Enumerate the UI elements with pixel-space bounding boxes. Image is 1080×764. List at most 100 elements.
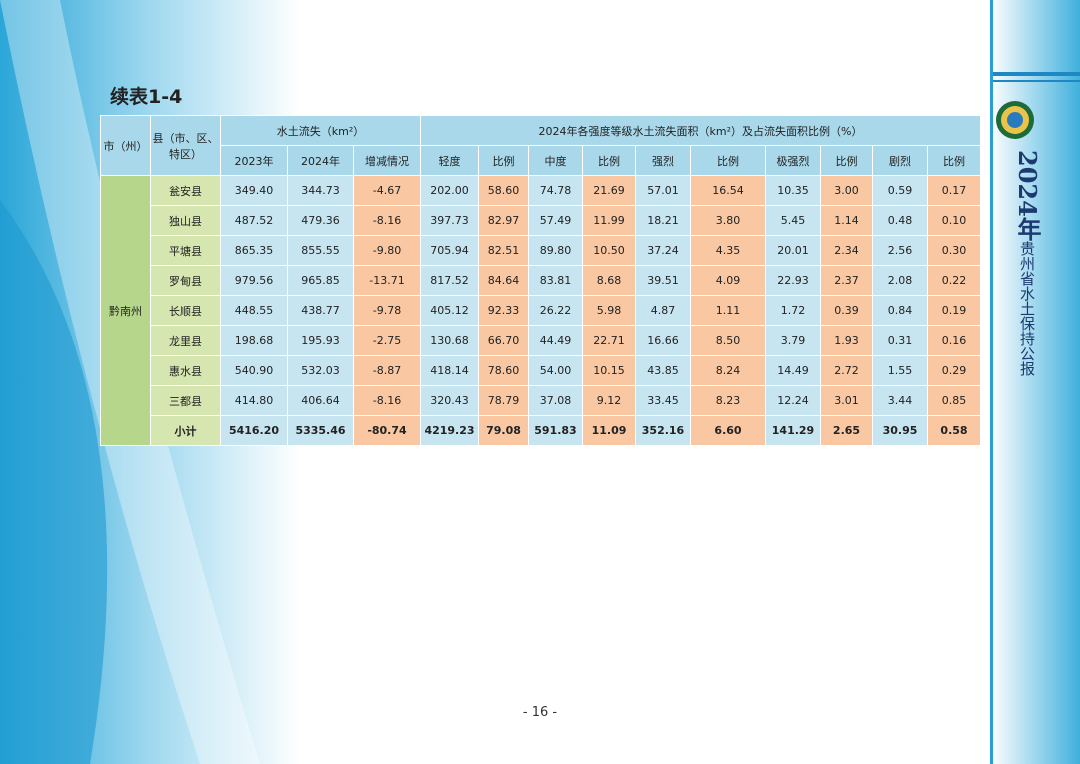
table-cell: 0.31 [872,325,928,356]
table-cell: 705.94 [420,235,479,266]
table-cell: 43.85 [635,355,691,386]
table-cell: 8.68 [582,265,636,296]
table-cell: 0.16 [927,325,981,356]
table-row: 小计 5416.20 5335.46 -80.74 4219.23 79.08 591.83… [101,415,981,446]
table-cell: 349.40 [220,175,288,206]
table-row: 2023年 2024年 增减情况 轻度 比例 中度 比例 强烈 比例 极强烈 比例 剧烈 比例 [101,145,981,176]
table-cell: 1.93 [820,325,873,356]
table-row: 平塘县 865.35 855.55 -9.80 705.94 82.51 89.80 10.5… [101,235,981,266]
table-cell: 344.73 [287,175,354,206]
table-cell: 独山县 [150,205,221,236]
table-cell: -8.87 [353,355,421,386]
table-cell: 82.51 [478,235,529,266]
table-cell: 0.58 [927,415,981,446]
table-cell: 平塘县 [150,235,221,266]
table-cell: 比例 [478,145,529,176]
table-cell: 8.24 [690,355,766,386]
table-cell: 44.49 [528,325,583,356]
table-cell: 2.34 [820,235,873,266]
table-cell: 37.24 [635,235,691,266]
table-row: 黔南州 瓮安县 349.40 344.73 -4.67 202.00 58.60 74.78 2… [100,175,981,446]
table-cell: 2.56 [872,235,928,266]
table-cell: 0.39 [820,295,873,326]
table-cell: 82.97 [478,205,529,236]
table-cell: 487.52 [220,205,288,236]
table-cell: 瓮安县 [150,175,221,206]
table-cell: 0.29 [927,355,981,386]
table-cell: 16.54 [690,175,766,206]
table-cell: 11.09 [582,415,636,446]
table-cell: -2.75 [353,325,421,356]
table-cell: 1.14 [820,205,873,236]
table-cell: 3.01 [820,385,873,416]
table-cell: 5.98 [582,295,636,326]
table-cell: 352.16 [635,415,691,446]
table-cell: 比例 [820,145,873,176]
table-cell: 2024年各强度等级水土流失面积（km²）及占流失面积比例（%） [420,115,981,146]
table-cell: 320.43 [420,385,479,416]
table-cell: 比例 [582,145,636,176]
table-cell: 83.81 [528,265,583,296]
table-cell: 0.30 [927,235,981,266]
table-cell: 479.36 [287,205,354,236]
table-cell: -9.78 [353,295,421,326]
table-cell: 66.70 [478,325,529,356]
table-cell: 三都县 [150,385,221,416]
side-banner: 2024年贵州省水土保持公报 [1010,150,1045,376]
table-cell: 黔南州 [100,175,151,446]
table-cell: 8.50 [690,325,766,356]
table-cell: 405.12 [420,295,479,326]
page-number: - 16 - [522,705,558,720]
table-cell: 增减情况 [353,145,421,176]
table-cell: 202.00 [420,175,479,206]
table-row: 罗甸县 979.56 965.85 -13.71 817.52 84.64 83.81 8.6… [101,265,981,296]
table-cell: 5416.20 [220,415,288,446]
table-cell: 长顺县 [150,295,221,326]
table-cell: 58.60 [478,175,529,206]
table-cell: 比例 [690,145,766,176]
table-cell: 1.72 [765,295,821,326]
table-cell: 3.80 [690,205,766,236]
table-cell: -80.74 [353,415,421,446]
table-cell: 0.85 [927,385,981,416]
table-cell: 4.35 [690,235,766,266]
table-cell: 水土流失（km²） [220,115,421,146]
table-cell: 84.64 [478,265,529,296]
table-cell: 57.01 [635,175,691,206]
table-cell: 3.44 [872,385,928,416]
table-cell: 5335.46 [287,415,354,446]
table-cell: 轻度 [420,145,479,176]
table-cell: 0.19 [927,295,981,326]
table-cell: 406.64 [287,385,354,416]
table-cell: 22.93 [765,265,821,296]
table-cell: 8.23 [690,385,766,416]
table-cell: 39.51 [635,265,691,296]
table-cell: 10.50 [582,235,636,266]
table-cell: 中度 [528,145,583,176]
table-cell: 448.55 [220,295,288,326]
table-cell: 0.48 [872,205,928,236]
table-cell: 0.10 [927,205,981,236]
table-cell: 418.14 [420,355,479,386]
table-cell: 2.72 [820,355,873,386]
table-cell: 438.77 [287,295,354,326]
table-cell: 414.80 [220,385,288,416]
table-cell: 市（州） [100,115,151,176]
table-cell: -8.16 [353,385,421,416]
table-cell: 78.79 [478,385,529,416]
table-cell: 2023年 [220,145,288,176]
table-cell: 397.73 [420,205,479,236]
table-cell: 22.71 [582,325,636,356]
table-cell: 2024年 [287,145,354,176]
table-cell: 79.08 [478,415,529,446]
table-title: 续表1-4 [110,86,183,108]
table-cell: 11.99 [582,205,636,236]
table-cell: 极强烈 [765,145,821,176]
table-cell: 865.35 [220,235,288,266]
table-cell: 965.85 [287,265,354,296]
table-cell: 130.68 [420,325,479,356]
table-cell: 141.29 [765,415,821,446]
table-cell: 县（市、区、特区） [150,115,221,176]
table-row: 龙里县 198.68 195.93 -2.75 130.68 66.70 44.49 22.7… [101,325,981,356]
table-cell: 3.79 [765,325,821,356]
